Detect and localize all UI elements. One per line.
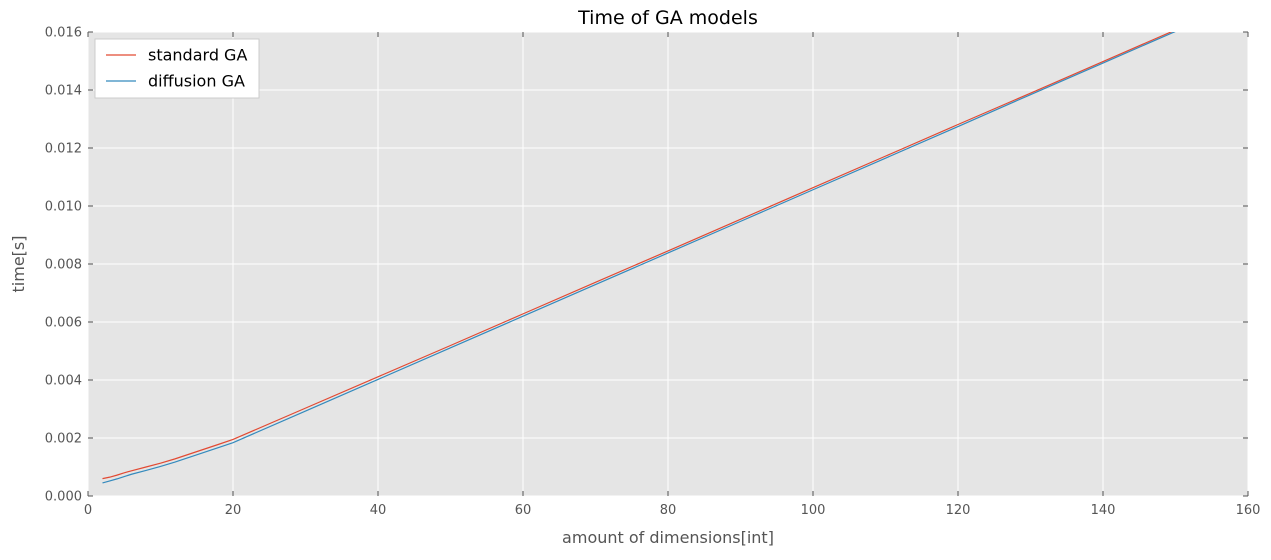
legend-box: [94, 38, 260, 99]
legend-label-diffusion-ga: diffusion GA: [148, 72, 245, 91]
y-tick-labels: 0.000 0.002 0.004 0.006 0.008 0.010 0.012 0.014…: [45, 26, 82, 505]
series-line-diffusion-ga: [102, 32, 1176, 484]
x-tick-label: 140: [1091, 503, 1116, 518]
y-tick-label: 0.002: [45, 432, 82, 447]
y-tick-label: 0.014: [45, 84, 82, 99]
x-tick-label: 120: [946, 503, 971, 518]
x-tick-label: 80: [660, 503, 677, 518]
y-tick-label: 0.004: [45, 374, 82, 389]
y-tick-label: 0.012: [45, 142, 82, 157]
legend-label-standard-ga: standard GA: [148, 46, 247, 65]
x-tick-label: 0: [84, 503, 92, 518]
axis-ticks: [87, 31, 1249, 497]
y-tick-label: 0.016: [45, 26, 82, 41]
x-tick-label: 60: [515, 503, 532, 518]
series-lines: [102, 32, 1176, 484]
x-tick-label: 40: [370, 503, 387, 518]
y-axis-label: time[s]: [9, 236, 28, 293]
x-axis-label: amount of dimensions[int]: [562, 528, 774, 547]
y-tick-label: 0.000: [45, 490, 82, 505]
chart-title: Time of GA models: [577, 7, 758, 29]
y-tick-label: 0.006: [45, 316, 82, 331]
legend: standard GA diffusion GA: [94, 38, 260, 99]
series-line-standard-ga: [102, 32, 1173, 480]
x-tick-label: 20: [225, 503, 242, 518]
y-tick-label: 0.010: [45, 200, 82, 215]
y-tick-label: 0.008: [45, 258, 82, 273]
x-tick-label: 100: [801, 503, 826, 518]
x-tick-label: 160: [1236, 503, 1261, 518]
x-tick-labels: 0 20 40 60 80 100 120 140 160: [84, 503, 1261, 518]
